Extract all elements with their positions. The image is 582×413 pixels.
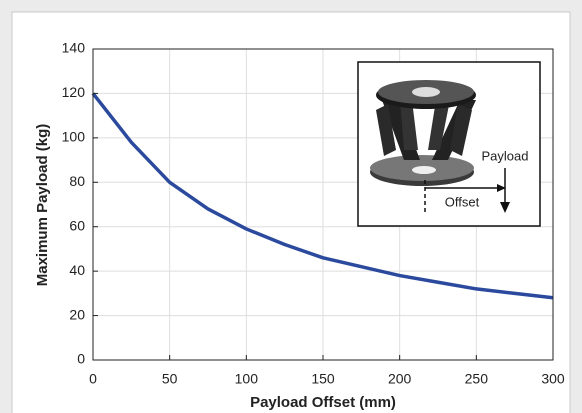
- x-tick-label: 100: [235, 371, 259, 387]
- y-axis-label: Maximum Payload (kg): [34, 124, 51, 287]
- inset: Payload Offset: [357, 61, 541, 227]
- arrow-head: [500, 202, 510, 213]
- y-tick-label: 140: [62, 40, 86, 56]
- y-tick-label: 80: [69, 173, 85, 189]
- x-tick-label: 0: [89, 371, 97, 387]
- arrow-head: [497, 184, 506, 192]
- top-hole: [412, 87, 440, 97]
- x-tick-label: 200: [388, 371, 412, 387]
- y-tick-label: 100: [62, 129, 86, 145]
- x-tick-label: 150: [311, 371, 335, 387]
- y-tick-label: 0: [77, 351, 85, 367]
- strut: [428, 100, 450, 150]
- series-line: [91, 92, 554, 300]
- offset-label: Offset: [445, 194, 480, 209]
- strut: [376, 104, 396, 156]
- x-tick-label: 50: [162, 371, 178, 387]
- plot: [91, 92, 554, 300]
- x-axis-label: Payload Offset (mm): [250, 394, 396, 411]
- x-tick-label: 250: [465, 371, 489, 387]
- strut: [400, 100, 418, 150]
- strut: [450, 104, 472, 156]
- y-tick-label: 20: [69, 306, 85, 322]
- base-hole: [412, 166, 436, 174]
- payload-label: Payload: [482, 148, 529, 163]
- y-tick-label: 40: [69, 262, 85, 278]
- y-tick-label: 60: [69, 217, 85, 233]
- x-tick-label: 300: [541, 371, 565, 387]
- y-tick-label: 120: [62, 84, 86, 100]
